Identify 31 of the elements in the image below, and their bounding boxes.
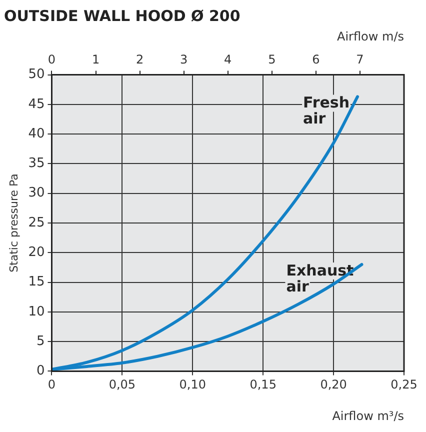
series-label: Fresh air [303, 94, 350, 128]
x2-tick-label: 7 [356, 52, 364, 67]
y-tick-label: 30 [28, 186, 45, 201]
chart-title: OUTSIDE WALL HOOD Ø 200 [4, 6, 240, 25]
series-label: Exhaust air [286, 261, 354, 296]
y-tick-label: 15 [28, 274, 45, 290]
y-axis-title: Static pressure Pa [7, 174, 20, 272]
y-tick-label: 25 [28, 215, 45, 230]
x2-axis-title: Airflow m/s [337, 29, 404, 44]
y-tick-label: 10 [28, 304, 45, 320]
y-tick-label: 45 [28, 96, 45, 112]
x-tick-label: 0,25 [390, 378, 418, 392]
x2-tick-label: 5 [268, 52, 276, 67]
x2-tick-label: 0 [48, 52, 56, 67]
x2-tick-label: 4 [224, 52, 232, 67]
x-tick-label: 0,15 [250, 378, 276, 392]
x2-tick-label: 1 [92, 52, 100, 67]
x2-tick-label: 6 [312, 52, 320, 67]
x2-tick-label: 2 [136, 52, 144, 67]
y-tick-label: 0 [36, 364, 45, 379]
y-tick-label: 5 [36, 334, 45, 349]
x-tick-label: 0,05 [108, 378, 136, 392]
x2-tick-label: 3 [180, 52, 188, 67]
x-tick-label: 0 [48, 378, 56, 392]
y-tick-label: 50 [28, 67, 45, 82]
x-axis-title: Airflow m³/s [332, 408, 404, 423]
y-tick-label: 20 [28, 245, 45, 260]
y-tick-label: 40 [28, 126, 45, 142]
x-tick-label: 0,20 [320, 378, 347, 392]
x-tick-label: 0,10 [179, 378, 206, 392]
y-tick-label: 35 [28, 156, 45, 172]
